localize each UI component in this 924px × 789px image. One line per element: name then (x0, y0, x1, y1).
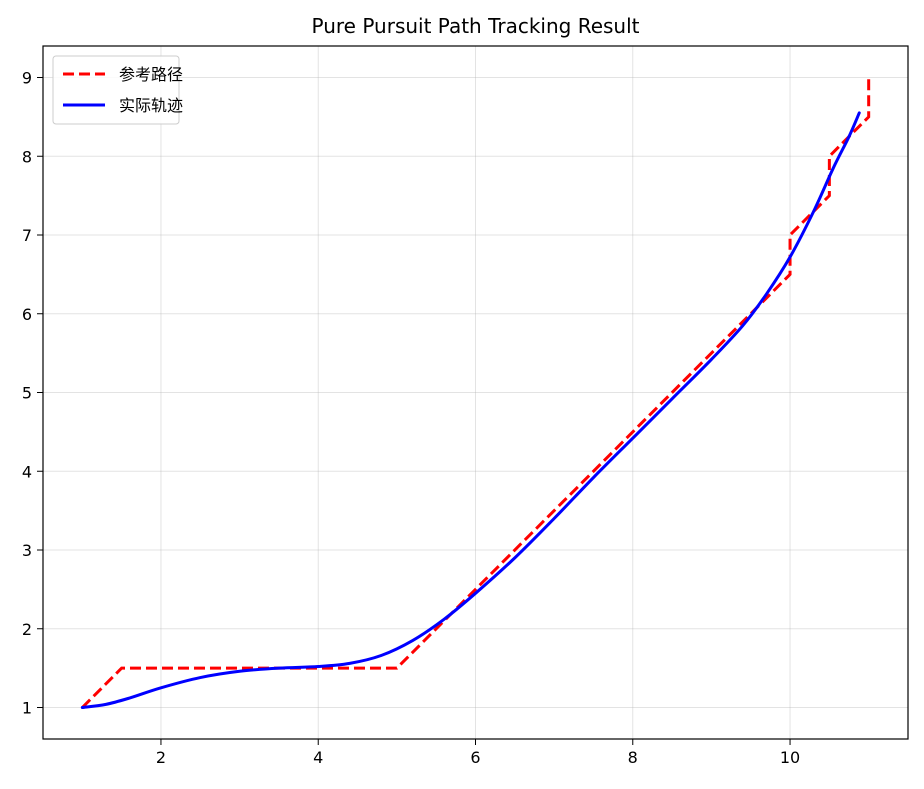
y-tick-label: 6 (22, 305, 32, 324)
y-tick-label: 5 (22, 384, 32, 403)
x-tick-label: 10 (780, 748, 800, 767)
series-layer (80, 77, 871, 709)
actual-trajectory-line (80, 111, 861, 709)
chart-title: Pure Pursuit Path Tracking Result (312, 14, 640, 38)
x-tick-label: 4 (313, 748, 323, 767)
x-tick-label: 2 (156, 748, 166, 767)
y-tick-label: 9 (22, 69, 32, 88)
y-tick-label: 3 (22, 541, 32, 560)
x-tick-label: 6 (470, 748, 480, 767)
x-tick-label: 8 (628, 748, 638, 767)
legend-label-reference-path: 参考路径 (119, 65, 183, 84)
legend-label-actual-trajectory: 实际轨迹 (119, 96, 183, 115)
y-tick-label: 7 (22, 226, 32, 245)
y-tick-label: 4 (22, 462, 32, 481)
grid (43, 46, 908, 739)
legend: 参考路径 实际轨迹 (52, 55, 183, 125)
y-tick-label: 8 (22, 147, 32, 166)
y-tick-label: 1 (22, 699, 32, 718)
y-tick-label: 2 (22, 620, 32, 639)
